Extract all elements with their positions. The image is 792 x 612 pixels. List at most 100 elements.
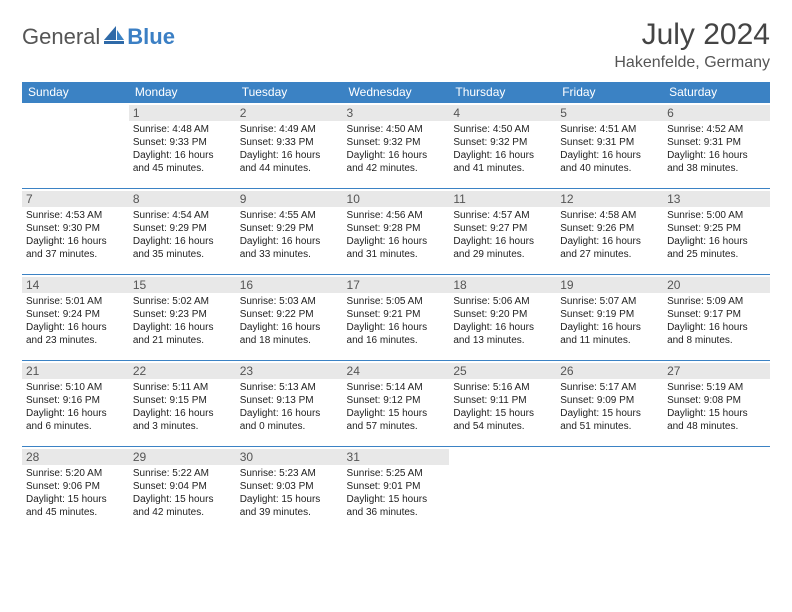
calendar-day-cell: [22, 103, 129, 189]
calendar-day-cell: 17 Sunrise: 5:05 AMSunset: 9:21 PMDayligh…: [343, 275, 450, 361]
weekday-header: Wednesday: [343, 82, 450, 103]
day-number: 14: [22, 277, 129, 293]
weekday-header-row: SundayMondayTuesdayWednesdayThursdayFrid…: [22, 82, 770, 103]
day-number: 22: [129, 363, 236, 379]
day-details: Sunrise: 4:50 AMSunset: 9:32 PMDaylight:…: [347, 123, 446, 175]
calendar-day-cell: 9 Sunrise: 4:55 AMSunset: 9:29 PMDaylight…: [236, 189, 343, 275]
day-details: Sunrise: 4:58 AMSunset: 9:26 PMDaylight:…: [560, 209, 659, 261]
calendar-day-cell: 27 Sunrise: 5:19 AMSunset: 9:08 PMDayligh…: [663, 361, 770, 447]
calendar-day-cell: 13 Sunrise: 5:00 AMSunset: 9:25 PMDayligh…: [663, 189, 770, 275]
calendar-day-cell: 11 Sunrise: 4:57 AMSunset: 9:27 PMDayligh…: [449, 189, 556, 275]
calendar-day-cell: 19 Sunrise: 5:07 AMSunset: 9:19 PMDayligh…: [556, 275, 663, 361]
calendar-day-cell: 21 Sunrise: 5:10 AMSunset: 9:16 PMDayligh…: [22, 361, 129, 447]
day-number: 16: [236, 277, 343, 293]
day-number: 12: [556, 191, 663, 207]
day-details: Sunrise: 5:14 AMSunset: 9:12 PMDaylight:…: [347, 381, 446, 433]
calendar-day-cell: 2Sunrise: 4:49 AMSunset: 9:33 PMDaylight…: [236, 103, 343, 189]
day-number: 9: [236, 191, 343, 207]
calendar-day-cell: 24 Sunrise: 5:14 AMSunset: 9:12 PMDayligh…: [343, 361, 450, 447]
weekday-header: Friday: [556, 82, 663, 103]
calendar-day-cell: 18Sunrise: 5:06 AMSunset: 9:20 PMDayligh…: [449, 275, 556, 361]
weekday-header: Saturday: [663, 82, 770, 103]
day-number: 4: [449, 105, 556, 121]
logo: General Blue: [22, 18, 175, 50]
calendar-week-row: 1Sunrise: 4:48 AMSunset: 9:33 PMDaylight…: [22, 103, 770, 189]
day-number: 18: [449, 277, 556, 293]
day-number: 17: [343, 277, 450, 293]
day-number: 15: [129, 277, 236, 293]
calendar-week-row: 21 Sunrise: 5:10 AMSunset: 9:16 PMDayligh…: [22, 361, 770, 447]
day-number: 29: [129, 449, 236, 465]
day-details: Sunrise: 5:01 AMSunset: 9:24 PMDaylight:…: [26, 295, 125, 347]
day-details: Sunrise: 5:03 AMSunset: 9:22 PMDaylight:…: [240, 295, 339, 347]
day-number: 27: [663, 363, 770, 379]
day-number: 21: [22, 363, 129, 379]
day-number: 23: [236, 363, 343, 379]
day-details: Sunrise: 4:54 AMSunset: 9:29 PMDaylight:…: [133, 209, 232, 261]
day-details: Sunrise: 5:02 AMSunset: 9:23 PMDaylight:…: [133, 295, 232, 347]
day-details: Sunrise: 4:53 AMSunset: 9:30 PMDaylight:…: [26, 209, 125, 261]
calendar-day-cell: 25 Sunrise: 5:16 AMSunset: 9:11 PMDayligh…: [449, 361, 556, 447]
calendar-week-row: 28Sunrise: 5:20 AMSunset: 9:06 PMDayligh…: [22, 447, 770, 533]
day-number: 7: [22, 191, 129, 207]
calendar-week-row: 7 Sunrise: 4:53 AMSunset: 9:30 PMDaylight…: [22, 189, 770, 275]
day-number: 10: [343, 191, 450, 207]
calendar-day-cell: 31Sunrise: 5:25 AMSunset: 9:01 PMDayligh…: [343, 447, 450, 533]
calendar-day-cell: 3 Sunrise: 4:50 AMSunset: 9:32 PMDaylight…: [343, 103, 450, 189]
day-number: 11: [449, 191, 556, 207]
calendar-day-cell: [663, 447, 770, 533]
weekday-header: Thursday: [449, 82, 556, 103]
day-number: 2: [236, 105, 343, 121]
day-number: 20: [663, 277, 770, 293]
day-details: Sunrise: 4:57 AMSunset: 9:27 PMDaylight:…: [453, 209, 552, 261]
calendar-day-cell: 16 Sunrise: 5:03 AMSunset: 9:22 PMDayligh…: [236, 275, 343, 361]
day-details: Sunrise: 5:07 AMSunset: 9:19 PMDaylight:…: [560, 295, 659, 347]
calendar-day-cell: 29 Sunrise: 5:22 AMSunset: 9:04 PMDayligh…: [129, 447, 236, 533]
calendar-day-cell: 12 Sunrise: 4:58 AMSunset: 9:26 PMDayligh…: [556, 189, 663, 275]
calendar-day-cell: 28Sunrise: 5:20 AMSunset: 9:06 PMDayligh…: [22, 447, 129, 533]
weekday-header: Tuesday: [236, 82, 343, 103]
day-details: Sunrise: 5:09 AMSunset: 9:17 PMDaylight:…: [667, 295, 766, 347]
calendar-day-cell: 7 Sunrise: 4:53 AMSunset: 9:30 PMDaylight…: [22, 189, 129, 275]
day-number: 25: [449, 363, 556, 379]
day-details: Sunrise: 5:13 AMSunset: 9:13 PMDaylight:…: [240, 381, 339, 433]
day-details: Sunrise: 5:05 AMSunset: 9:21 PMDaylight:…: [347, 295, 446, 347]
day-number: 1: [129, 105, 236, 121]
calendar-day-cell: 22Sunrise: 5:11 AMSunset: 9:15 PMDayligh…: [129, 361, 236, 447]
day-number: 24: [343, 363, 450, 379]
day-details: Sunrise: 4:52 AMSunset: 9:31 PMDaylight:…: [667, 123, 766, 175]
day-details: Sunrise: 5:16 AMSunset: 9:11 PMDaylight:…: [453, 381, 552, 433]
day-number: 6: [663, 105, 770, 121]
day-number: 13: [663, 191, 770, 207]
day-details: Sunrise: 5:17 AMSunset: 9:09 PMDaylight:…: [560, 381, 659, 433]
day-number: 8: [129, 191, 236, 207]
logo-text-2: Blue: [127, 24, 175, 50]
calendar-week-row: 14 Sunrise: 5:01 AMSunset: 9:24 PMDayligh…: [22, 275, 770, 361]
header: General Blue July 2024 Hakenfelde, Germa…: [22, 18, 770, 72]
title-block: July 2024 Hakenfelde, Germany: [614, 18, 770, 72]
calendar-day-cell: 8 Sunrise: 4:54 AMSunset: 9:29 PMDaylight…: [129, 189, 236, 275]
day-number: 26: [556, 363, 663, 379]
day-details: Sunrise: 5:10 AMSunset: 9:16 PMDaylight:…: [26, 381, 125, 433]
page-title: July 2024: [614, 18, 770, 52]
calendar-day-cell: 26 Sunrise: 5:17 AMSunset: 9:09 PMDayligh…: [556, 361, 663, 447]
day-details: Sunrise: 5:19 AMSunset: 9:08 PMDaylight:…: [667, 381, 766, 433]
day-number: 3: [343, 105, 450, 121]
day-number: 5: [556, 105, 663, 121]
day-details: Sunrise: 5:00 AMSunset: 9:25 PMDaylight:…: [667, 209, 766, 261]
weekday-header: Sunday: [22, 82, 129, 103]
day-number: 30: [236, 449, 343, 465]
logo-sail-icon: [104, 26, 124, 49]
day-details: Sunrise: 5:22 AMSunset: 9:04 PMDaylight:…: [133, 467, 232, 519]
location-label: Hakenfelde, Germany: [614, 54, 770, 72]
calendar-day-cell: 30 Sunrise: 5:23 AMSunset: 9:03 PMDayligh…: [236, 447, 343, 533]
day-details: Sunrise: 4:50 AMSunset: 9:32 PMDaylight:…: [453, 123, 552, 175]
day-details: Sunrise: 4:55 AMSunset: 9:29 PMDaylight:…: [240, 209, 339, 261]
calendar-day-cell: 23 Sunrise: 5:13 AMSunset: 9:13 PMDayligh…: [236, 361, 343, 447]
calendar-table: SundayMondayTuesdayWednesdayThursdayFrid…: [22, 82, 770, 533]
calendar-day-cell: [449, 447, 556, 533]
day-details: Sunrise: 5:25 AMSunset: 9:01 PMDaylight:…: [347, 467, 446, 519]
day-number: 19: [556, 277, 663, 293]
logo-text-1: General: [22, 24, 100, 50]
day-details: Sunrise: 5:23 AMSunset: 9:03 PMDaylight:…: [240, 467, 339, 519]
